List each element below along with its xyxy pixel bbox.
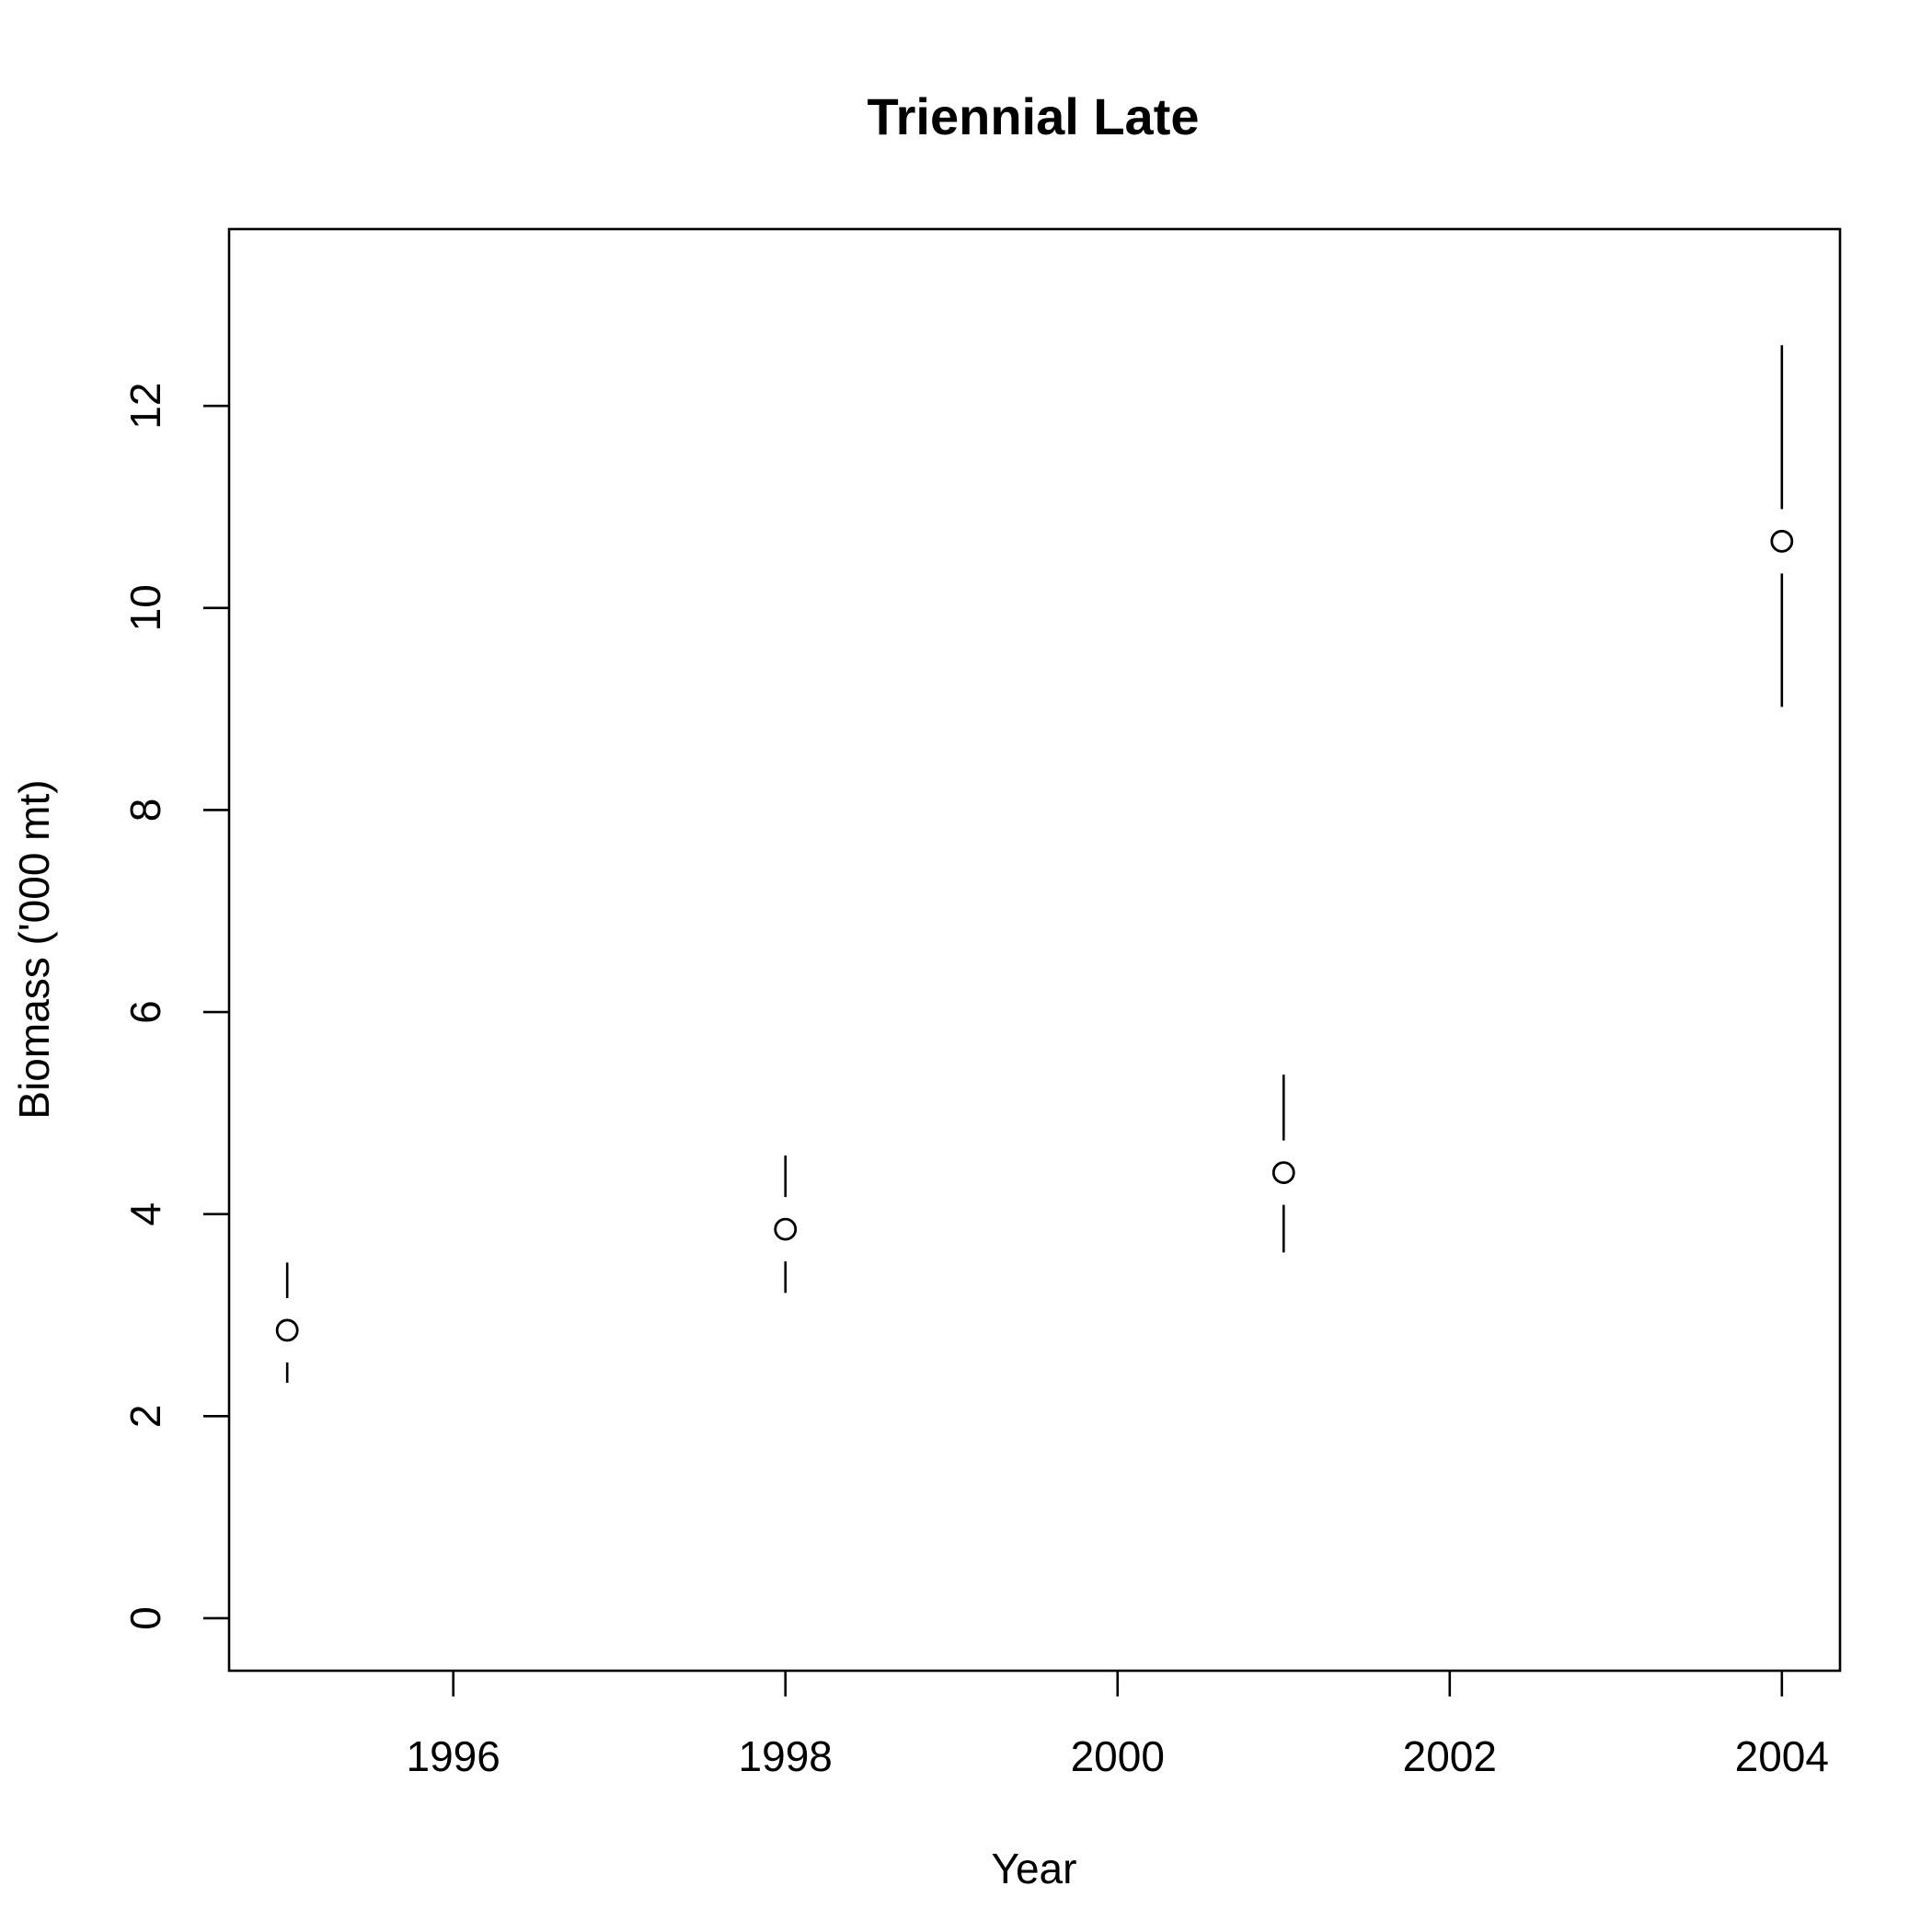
x-tick-label: 2002 (1403, 1732, 1497, 1780)
y-axis: 0 2 4 6 8 10 12 (121, 383, 229, 1630)
x-axis: 1996 1998 2000 2002 2004 (407, 1671, 1829, 1780)
x-tick-label: 1998 (739, 1732, 833, 1780)
data-marks (275, 345, 1794, 1384)
data-point (1770, 529, 1794, 553)
chart-title: Triennial Late (868, 87, 1200, 145)
x-tick-label: 1996 (407, 1732, 500, 1780)
y-tick-label: 12 (121, 383, 169, 430)
y-tick-label: 6 (121, 1000, 169, 1024)
y-tick-label: 2 (121, 1404, 169, 1428)
x-tick-label: 2000 (1071, 1732, 1165, 1780)
y-tick-label: 10 (121, 584, 169, 631)
y-axis-label: Biomass ('000 mt) (10, 779, 58, 1119)
y-tick-label: 0 (121, 1606, 169, 1630)
plot-frame (227, 227, 1842, 1673)
data-point (774, 1217, 798, 1241)
data-point (275, 1318, 299, 1342)
x-tick-label: 2004 (1735, 1732, 1829, 1780)
y-tick-label: 4 (121, 1202, 169, 1226)
data-point (1271, 1161, 1295, 1185)
y-tick-label: 8 (121, 799, 169, 822)
x-axis-label: Year (992, 1845, 1077, 1892)
